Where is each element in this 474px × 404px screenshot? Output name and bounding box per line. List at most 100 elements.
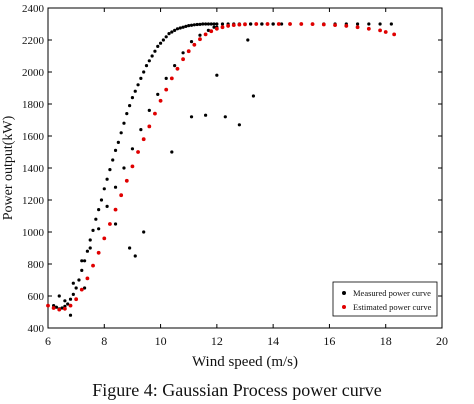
estimated-point	[220, 25, 225, 30]
measured-point	[184, 24, 188, 28]
measured-point	[97, 227, 101, 231]
measured-point	[116, 140, 120, 144]
measured-point	[153, 49, 157, 53]
estimated-point	[276, 22, 281, 26]
measured-point	[108, 168, 112, 172]
x-tick-label: 18	[380, 334, 392, 348]
measured-point	[77, 278, 81, 282]
measured-point	[249, 22, 253, 26]
legend-box	[332, 281, 438, 317]
measured-point	[198, 22, 202, 26]
estimated-point	[186, 49, 191, 54]
measured-point	[215, 73, 219, 77]
estimated-point	[51, 306, 56, 310]
measured-point	[187, 24, 191, 28]
measured-point	[147, 59, 151, 63]
data-points-layer	[46, 22, 397, 317]
measured-point	[173, 28, 177, 32]
estimated-point	[181, 57, 185, 62]
measured-point	[60, 306, 64, 310]
estimated-point	[333, 23, 337, 28]
x-tick-label: 10	[155, 334, 167, 348]
estimated-point	[124, 178, 129, 183]
measured-point	[173, 64, 177, 68]
measured-point	[144, 64, 149, 68]
measured-point	[189, 23, 194, 27]
measured-point	[271, 22, 275, 26]
estimated-point	[226, 24, 231, 28]
estimated-point	[198, 37, 202, 42]
x-tick-label: 14	[267, 334, 279, 348]
measured-point	[133, 89, 137, 93]
measured-point	[57, 294, 61, 298]
estimated-point	[231, 23, 236, 28]
y-tick-label: 800	[28, 259, 45, 271]
y-tick-label: 2200	[22, 35, 45, 47]
y-tick-label: 1400	[22, 163, 45, 175]
measured-point	[212, 22, 216, 26]
measured-point	[97, 208, 101, 212]
estimated-point	[299, 22, 304, 26]
x-axis-label: Wind speed (m/s)	[192, 354, 298, 370]
measured-point	[204, 113, 208, 117]
y-tick-label: 1800	[22, 99, 45, 111]
measured-point	[128, 104, 132, 108]
measured-point	[94, 217, 98, 221]
measured-point	[147, 108, 151, 112]
plot-area-frame	[47, 7, 443, 329]
estimated-point	[113, 207, 118, 212]
measured-point	[206, 22, 211, 26]
estimated-point	[214, 26, 219, 31]
measured-point	[136, 83, 140, 87]
measured-point	[204, 22, 208, 26]
measured-point	[122, 121, 126, 125]
measured-point	[142, 70, 146, 74]
legend-label: Estimated power curve	[353, 302, 432, 312]
measured-point	[82, 259, 87, 263]
measured-point	[378, 22, 382, 26]
estimated-point	[321, 22, 326, 27]
measured-point	[212, 25, 216, 29]
measured-point	[206, 28, 211, 32]
estimated-point	[85, 276, 90, 281]
measured-point	[125, 112, 129, 116]
estimated-point	[79, 287, 84, 292]
measured-point	[74, 286, 78, 290]
measured-point	[158, 41, 163, 45]
estimated-point	[237, 22, 242, 27]
estimated-point	[366, 26, 371, 31]
measured-point	[91, 228, 95, 232]
estimated-point	[153, 111, 157, 116]
measured-point	[139, 76, 143, 80]
measured-point	[68, 297, 73, 301]
measured-point	[130, 96, 135, 100]
x-tick-label: 16	[323, 334, 335, 348]
estimated-point	[119, 193, 124, 198]
measured-point	[111, 158, 115, 162]
y-tick-label: 600	[28, 291, 45, 303]
estimated-point	[383, 30, 388, 34]
measured-point	[220, 22, 225, 26]
estimated-point	[392, 32, 397, 37]
measured-point	[88, 246, 92, 250]
y-tick-label: 1000	[22, 227, 45, 239]
measured-point	[389, 22, 393, 26]
measured-point	[175, 27, 180, 31]
estimated-point	[254, 22, 259, 26]
estimated-point	[147, 124, 152, 129]
axis-ticks-layer: 6 8 10 12 14 16 18 20 400 600 800 1000 1200 1400 1600 1…	[22, 3, 448, 348]
estimated-point	[68, 303, 73, 308]
measured-point	[260, 22, 264, 26]
estimated-point	[96, 250, 101, 255]
x-tick-label: 6	[45, 334, 51, 348]
estimated-point	[158, 98, 163, 103]
estimated-point	[136, 150, 140, 154]
measured-point	[192, 23, 196, 27]
estimated-point	[46, 303, 50, 308]
measured-point	[178, 26, 182, 30]
y-tick-label: 1200	[22, 195, 45, 207]
y-tick-label: 1600	[22, 131, 45, 143]
x-tick-label: 12	[211, 334, 223, 348]
measured-point	[189, 40, 194, 44]
measured-point	[215, 22, 219, 26]
